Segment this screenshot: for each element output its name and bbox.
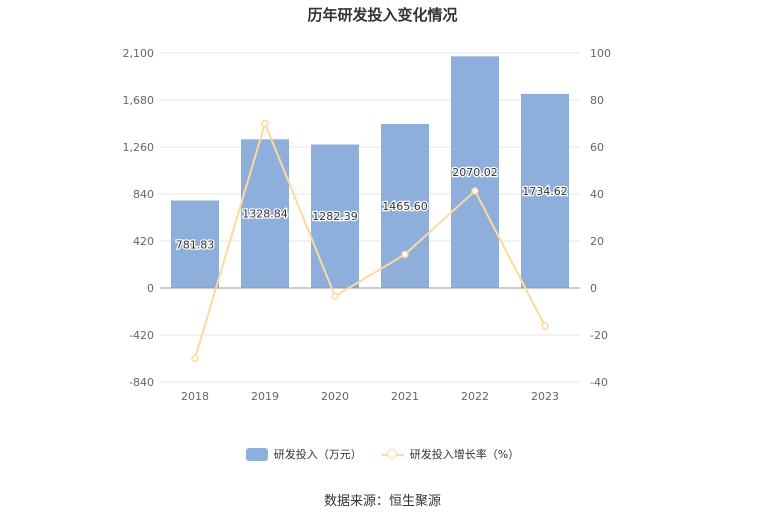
y-right-tick-label: 60 <box>590 141 604 154</box>
chart-title: 历年研发投入变化情况 <box>307 6 458 24</box>
legend-bar-swatch <box>245 447 268 461</box>
bar-value-label: 1328.84 <box>242 208 288 221</box>
growth-point <box>471 187 479 195</box>
y-left-tick-label: 840 <box>133 188 154 201</box>
bar <box>381 123 429 289</box>
legend-bar-label: 研发投入（万元） <box>273 448 362 461</box>
y-left-tick-label: -420 <box>129 329 154 342</box>
legend-line-label: 研发投入增长率（%） <box>409 448 520 461</box>
chart-legend: 研发投入（万元） 研发投入增长率（%） <box>0 446 765 462</box>
y-left-tick-label: 2,100 <box>123 47 155 60</box>
bar-value-label: 781.83 <box>176 238 215 251</box>
x-tick-label: 2022 <box>461 390 489 403</box>
x-tick-label: 2020 <box>321 390 349 403</box>
bar <box>521 93 569 289</box>
legend-item-line[interactable]: 研发投入增长率（%） <box>381 446 520 462</box>
bar-value-label: 1734.62 <box>522 185 568 198</box>
y-left-tick-label: 420 <box>133 235 154 248</box>
bar <box>311 144 359 288</box>
x-tick-label: 2023 <box>531 390 559 403</box>
growth-point <box>261 119 269 128</box>
growth-point <box>191 354 199 363</box>
x-tick-label: 2018 <box>181 390 209 403</box>
growth-point <box>401 250 409 259</box>
y-left-tick-label: 1,260 <box>123 141 155 154</box>
bar <box>171 200 219 288</box>
y-right-tick-label: -40 <box>590 376 608 389</box>
y-left-tick-label: -840 <box>129 376 154 389</box>
chart-canvas: -840 -420 0 420 840 1,260 1,680 2,100 -40 -20 0 20 4… <box>123 47 612 403</box>
y-right-tick-label: 80 <box>590 94 604 107</box>
legend-item-bar[interactable]: 研发投入（万元） <box>245 446 362 462</box>
y-right-tick-label: 40 <box>590 188 604 201</box>
growth-point <box>541 322 549 330</box>
y-left-tick-label: 0 <box>147 282 154 295</box>
y-right-tick-label: 100 <box>590 47 611 60</box>
bar-value-label: 1465.60 <box>382 200 428 213</box>
y-left-tick-label: 1,680 <box>123 94 155 107</box>
growth-point <box>331 292 339 300</box>
bar-value-label: 1282.39 <box>312 210 358 223</box>
y-right-tick-label: 0 <box>590 282 597 295</box>
source-note: 数据来源：恒生聚源 <box>323 494 441 509</box>
bar <box>451 56 499 288</box>
y-right-tick-label: 20 <box>590 235 604 248</box>
x-tick-label: 2021 <box>391 390 419 403</box>
bar-value-label: 2070.02 <box>452 166 498 179</box>
y-right-tick-label: -20 <box>590 329 608 342</box>
growth-line <box>194 120 546 359</box>
legend-line-swatch <box>381 448 404 461</box>
x-tick-label: 2019 <box>251 390 279 403</box>
